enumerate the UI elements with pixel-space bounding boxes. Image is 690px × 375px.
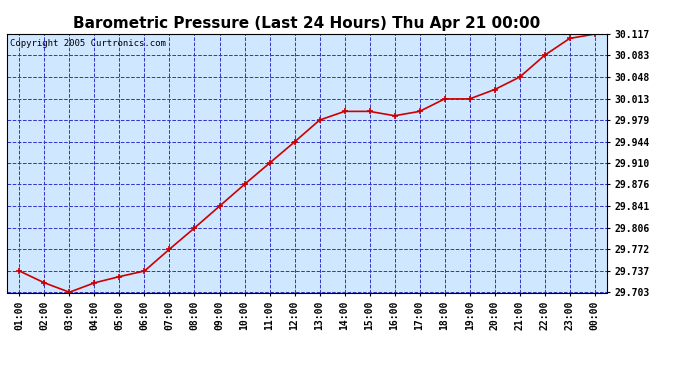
Title: Barometric Pressure (Last 24 Hours) Thu Apr 21 00:00: Barometric Pressure (Last 24 Hours) Thu … (73, 16, 541, 31)
Text: Copyright 2005 Curtronics.com: Copyright 2005 Curtronics.com (10, 39, 166, 48)
